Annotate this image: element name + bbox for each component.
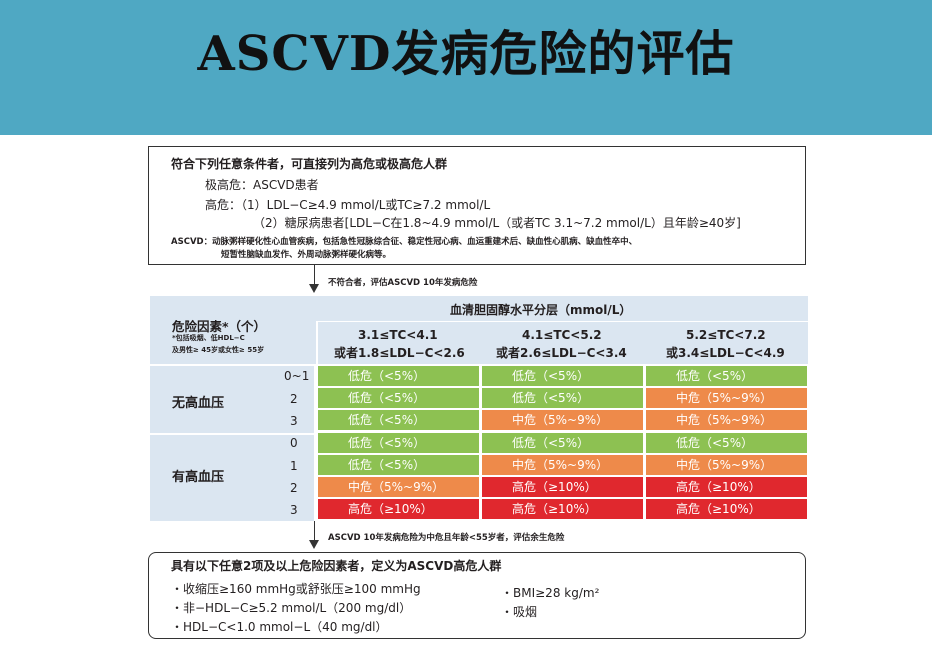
flow-arrow-head — [309, 284, 319, 293]
very-high-risk-text: 极高危：ASCVD患者 — [205, 178, 319, 192]
row-count: 1 — [290, 459, 298, 473]
risk-cell: 高危（≥10%） — [646, 499, 807, 519]
criteria-heading: 符合下列任意条件者，可直接列为高危或极高危人群 — [171, 157, 448, 171]
row-count: 2 — [290, 392, 298, 406]
risk-cell: 低危（<5%） — [646, 433, 807, 453]
row-count: 0 — [290, 436, 298, 450]
row-count: 2 — [290, 481, 298, 495]
risk-cell: 低危（<5%） — [482, 433, 643, 453]
column-3-line1: 5.2≤TC<7.2 — [686, 328, 766, 342]
risk-factor-note-2: 及男性≥ 45岁或女性≥ 55岁 — [172, 346, 265, 354]
group-no-hypertension: 无高血压 — [172, 396, 225, 411]
flow-arrow-line — [314, 521, 315, 541]
title-banner — [0, 0, 932, 135]
table-rowheader-bg — [150, 366, 314, 521]
lifetime-item: ・非−HDL−C≥5.2 mmol/L（200 mg/dl） — [171, 601, 412, 615]
table-header-bg — [150, 296, 808, 364]
risk-cell: 低危（<5%） — [318, 366, 479, 386]
ascvd-definition-line1: ASCVD：动脉粥样硬化性心血管疾病，包括急性冠脉综合征、稳定性冠心病、血运重建… — [171, 237, 638, 247]
risk-stratification-table: 危险因素*（个） *包括吸烟、低HDL−C 及男性≥ 45岁或女性≥ 55岁 血… — [150, 296, 808, 521]
risk-cell: 中危（5%~9%） — [646, 410, 807, 430]
column-1-line2: 或者1.8≤LDL−C<2.6 — [334, 346, 465, 360]
row-count: 3 — [290, 503, 298, 517]
column-1-line1: 3.1≤TC<4.1 — [358, 328, 438, 342]
risk-cell: 中危（5%~9%） — [646, 455, 807, 475]
risk-cell: 高危（≥10%） — [646, 477, 807, 497]
high-risk-criterion-1: 高危：（1）LDL−C≥4.9 mmol/L或TC≥7.2 mmol/L — [205, 198, 491, 212]
risk-cell: 中危（5%~9%） — [482, 455, 643, 475]
risk-cell: 低危（<5%） — [318, 455, 479, 475]
risk-cell: 中危（5%~9%） — [646, 388, 807, 408]
column-3-line2: 或3.4≤LDL−C<4.9 — [666, 346, 785, 360]
risk-cell: 中危（5%~9%） — [482, 410, 643, 430]
page-title: ASCVD发病危险的评估 — [197, 26, 735, 82]
flow-arrow-head — [309, 540, 319, 549]
risk-cell: 低危（<5%） — [318, 410, 479, 430]
lifetime-item: ・BMI≥28 kg/m² — [501, 586, 600, 600]
lifetime-risk-box: 具有以下任意2项及以上危险因素者，定义为ASCVD高危人群 ・收缩压≥160 m… — [148, 552, 806, 639]
row-count: 3 — [290, 414, 298, 428]
risk-cell: 低危（<5%） — [318, 433, 479, 453]
risk-factor-note-1: *包括吸烟、低HDL−C — [172, 334, 245, 342]
lifetime-item: ・吸烟 — [501, 605, 538, 619]
risk-cell: 低危（<5%） — [482, 366, 643, 386]
lifetime-item: ・HDL−C<1.0 mmol−L（40 mg/dl） — [171, 620, 388, 634]
risk-factor-header: 危险因素*（个） — [172, 319, 267, 334]
row-count: 0~1 — [284, 369, 310, 383]
lifetime-heading: 具有以下任意2项及以上危险因素者，定义为ASCVD高危人群 — [171, 559, 502, 573]
cholesterol-header: 血清胆固醇水平分层（mmol/L） — [450, 303, 632, 317]
risk-cell: 低危（<5%） — [646, 366, 807, 386]
direct-criteria-box: 符合下列任意条件者，可直接列为高危或极高危人群 极高危：ASCVD患者 高危：（… — [148, 146, 806, 265]
lifetime-item: ・收缩压≥160 mmHg或舒张压≥100 mmHg — [171, 582, 421, 596]
risk-cell: 高危（≥10%） — [318, 499, 479, 519]
high-risk-criterion-2: （2）糖尿病患者[LDL−C在1.8~4.9 mmol/L（或者TC 3.1~7… — [253, 216, 741, 230]
column-2-line1: 4.1≤TC<5.2 — [522, 328, 602, 342]
ascvd-definition-line2: 短暂性脑缺血发作、外周动脉粥样硬化病等。 — [221, 250, 392, 260]
group-hypertension: 有高血压 — [172, 470, 225, 485]
risk-cell: 低危（<5%） — [318, 388, 479, 408]
column-2-line2: 或者2.6≤LDL−C<3.4 — [496, 346, 627, 360]
risk-cell: 高危（≥10%） — [482, 477, 643, 497]
flow-arrow-line — [314, 265, 315, 285]
risk-cell: 低危（<5%） — [482, 388, 643, 408]
flow-note-10yr: 不符合者，评估ASCVD 10年发病危险 — [328, 278, 478, 288]
risk-cell: 高危（≥10%） — [482, 499, 643, 519]
risk-cell: 中危（5%~9%） — [318, 477, 479, 497]
flow-note-lifetime: ASCVD 10年发病危险为中危且年龄<55岁者，评估余生危险 — [328, 533, 565, 543]
